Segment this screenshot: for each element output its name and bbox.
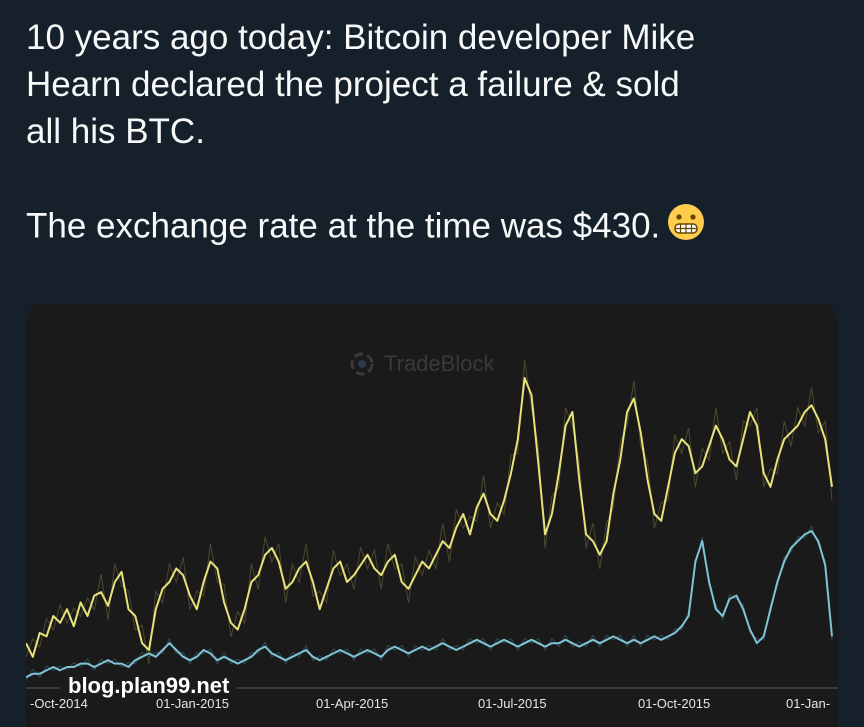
tweet-line-rate: The exchange rate at the time was $430. (26, 202, 846, 254)
tradeblock-watermark: TradeBlock (348, 350, 494, 378)
series-line-0 (26, 377, 833, 658)
site-tag: blog.plan99.net (60, 670, 238, 702)
series-noise-0 (26, 359, 833, 665)
chart-image[interactable]: TradeBlock blog.plan99.net -Oct-2014 01-… (26, 304, 838, 727)
x-tick-label: 01-Jan-2015 (156, 696, 229, 711)
x-tick-label: -Oct-2014 (30, 696, 88, 711)
x-tick-label: 01-Jan- (786, 696, 831, 711)
watermark-text: TradeBlock (384, 351, 495, 376)
tweet-line: The exchange rate at the time was $430. (26, 206, 661, 246)
tweet-line: all his BTC. (26, 112, 205, 151)
tradeblock-logo-icon (350, 352, 374, 376)
tweet-text: 10 years ago today: Bitcoin developer Mi… (26, 14, 846, 254)
x-tick-label: 01-Oct-2015 (638, 696, 711, 711)
grimacing-face-icon (666, 202, 706, 254)
tweet-line: Hearn declared the project a failure & s… (26, 65, 680, 104)
tweet-line: 10 years ago today: Bitcoin developer Mi… (26, 18, 696, 57)
series-line-1 (26, 530, 833, 679)
x-tick-label: 01-Jul-2015 (478, 696, 547, 711)
x-tick-label: 01-Apr-2015 (316, 696, 389, 711)
